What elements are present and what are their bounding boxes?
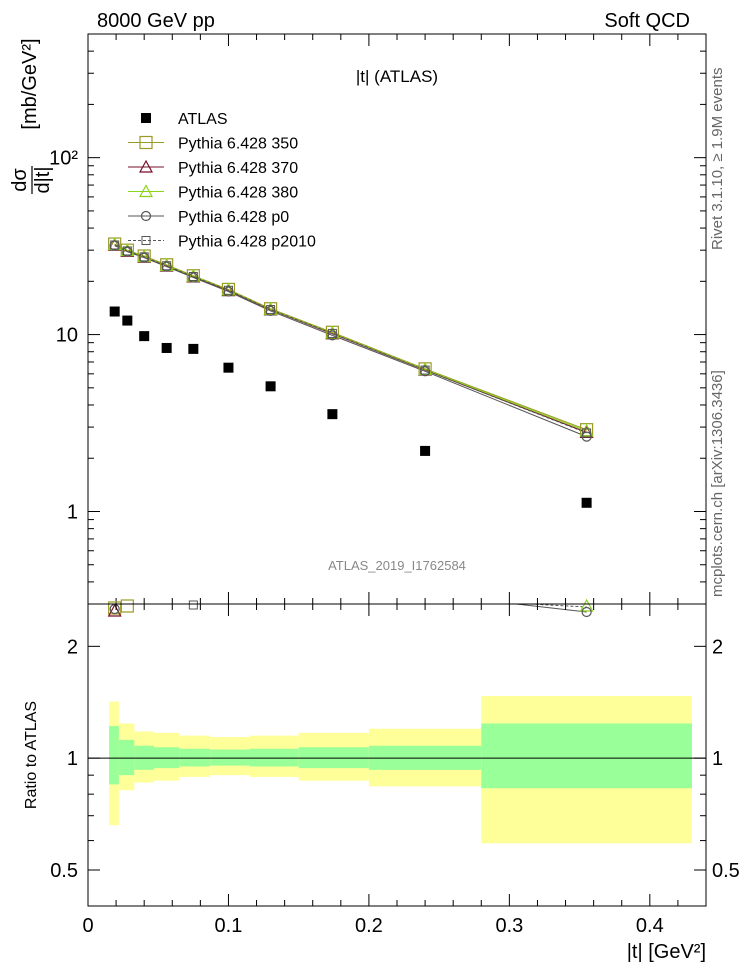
series-5-point-3 — [162, 261, 172, 271]
ratio-stat-band-6 — [249, 748, 299, 767]
header-energy-label: 8000 GeV pp — [97, 10, 215, 32]
xlabel: |t| [GeV²] — [627, 941, 706, 963]
series-3-point-6 — [263, 302, 278, 315]
xtick-label-4: 0.4 — [636, 915, 664, 937]
series-line-1 — [114, 243, 587, 431]
legend-label-2: Pythia 6.428 370 — [178, 160, 298, 177]
legend-marker-3 — [138, 184, 154, 198]
series-0-point-3 — [161, 342, 172, 353]
ratio-plot: 0 0.1 0.2 0.3 0.4 0.5 0.5 1 1 2 2 — [50, 598, 740, 937]
legend-marker-4 — [140, 210, 152, 222]
ratio-offscale-marker-1 — [107, 603, 122, 617]
main-ytick-label-2: 10² — [49, 148, 78, 170]
legend-label-1: Pythia 6.428 350 — [178, 136, 298, 153]
series-5-point-4 — [188, 271, 198, 281]
series-5-point-2 — [139, 252, 149, 262]
series-0-point-0 — [109, 306, 120, 317]
series-5-point-1 — [122, 246, 132, 256]
ratio-ytick-label-right-1: 1 — [712, 748, 723, 770]
main-ytick-label-0: 1 — [67, 501, 78, 523]
legend-marker-0 — [141, 113, 151, 123]
series-3-point-2 — [137, 249, 152, 263]
main-ylabel-numerator: dσ — [9, 168, 31, 192]
main-plot: ATLAS Pythia 6.428 350 Pythia 6.428 370 Pyt… — [49, 33, 707, 605]
series-0-point-8 — [420, 445, 431, 456]
legend-label-5: Pythia 6.428 p2010 — [178, 234, 316, 251]
series-5-point-7 — [327, 328, 337, 338]
series-5-point-9 — [582, 428, 592, 438]
ratio-ytick-label-left-1: 1 — [67, 748, 78, 770]
ratio-ytick-label-right-0: 0.5 — [712, 860, 740, 882]
series-0-point-9 — [581, 497, 592, 508]
series-0-point-2 — [139, 331, 150, 342]
main-ylabel-denominator: d|t| — [32, 166, 54, 193]
ratio-p2010-line-segment — [530, 603, 587, 608]
ratio-offscale-marker-3 — [120, 599, 134, 613]
xtick-label-1: 0.1 — [215, 915, 243, 937]
series-3-point-0 — [107, 237, 122, 251]
series-5-point-6 — [266, 305, 276, 315]
legend-label-4: Pythia 6.428 p0 — [178, 209, 289, 226]
ratio-ytick-label-right-2: 2 — [712, 636, 723, 658]
ratio-ylabel: Ratio to ATLAS — [23, 701, 40, 809]
xtick-label-0: 0 — [82, 915, 93, 937]
ratio-stat-band-0 — [109, 726, 119, 785]
legend-marker-5 — [141, 236, 151, 245]
series-3-point-5 — [221, 282, 236, 296]
xtick-label-3: 0.3 — [495, 915, 523, 937]
xtick-label-2: 0.2 — [355, 915, 383, 937]
series-5-point-8 — [420, 365, 430, 375]
ratio-offscale-marker-4 — [188, 600, 198, 610]
legend-label-3: Pythia 6.428 380 — [178, 185, 298, 202]
series-3-point-9 — [579, 423, 594, 437]
ratio-offscale-marker-5 — [579, 598, 594, 612]
ratio-stat-band-9 — [481, 723, 692, 789]
series-0-point-6 — [265, 381, 276, 392]
ratio-ytick-label-left-0: 0.5 — [50, 860, 78, 882]
legend-marker-2 — [138, 159, 154, 173]
main-ylabel-units: [mb/GeV²] — [19, 38, 41, 129]
legend-marker-1 — [139, 135, 153, 150]
series-line-5 — [114, 244, 587, 434]
main-ytick-label-1: 10 — [56, 325, 78, 347]
series-0-point-4 — [188, 343, 199, 354]
rivet-version-label: Rivet 3.1.10, ≥ 1.9M events — [709, 68, 726, 251]
series-3-point-3 — [159, 258, 174, 272]
ratio-stat-band-1 — [118, 739, 135, 776]
legend-label-0: ATLAS — [178, 111, 228, 128]
series-line-4 — [114, 245, 587, 438]
ratio-p0-line-segment — [516, 603, 587, 613]
ratio-offscale-marker-6 — [581, 606, 592, 618]
header-category-label: Soft QCD — [604, 10, 690, 32]
series-5-point-5 — [223, 285, 233, 295]
series-0-point-7 — [327, 409, 338, 420]
ratio-stat-band-4 — [179, 748, 211, 767]
series-3-point-4 — [186, 268, 201, 282]
series-0-point-5 — [223, 362, 234, 373]
series-3-point-7 — [325, 325, 340, 339]
ratio-ytick-label-left-2: 2 — [67, 636, 78, 658]
ratio-stat-band-5 — [210, 749, 250, 766]
plot-title: |t| (ATLAS) — [356, 67, 438, 86]
series-5-point-0 — [110, 240, 120, 250]
mcplots-label: mcplots.cern.ch [arXiv:1306.3436] — [709, 370, 726, 597]
series-0-point-1 — [122, 315, 133, 326]
analysis-label: ATLAS_2019_I1762584 — [328, 558, 466, 573]
main-ylabel: dσ d|t| [mb/GeV²] — [9, 38, 54, 194]
